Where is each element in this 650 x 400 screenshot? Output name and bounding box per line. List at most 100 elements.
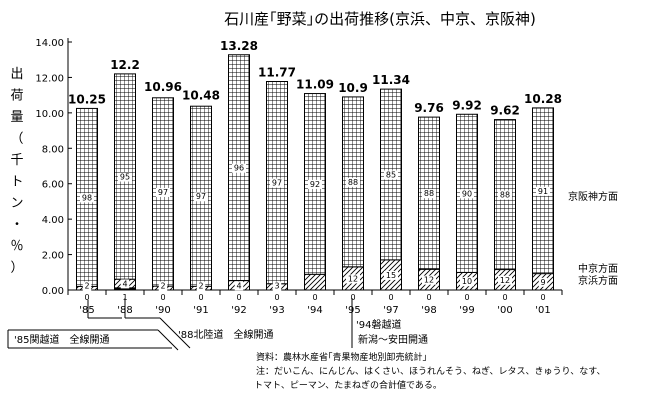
bars: 98 2 0 10.25 95 4 1 12.2 97 2 0 10.96 97 2 0 10.48 96 4 0 1… <box>68 39 562 302</box>
percent-label: 97 <box>158 188 168 197</box>
percent-label-bg <box>232 163 246 173</box>
percent-label: 2 <box>84 282 89 291</box>
percent-label: 12 <box>348 274 358 283</box>
bar-stack: 95 4 1 12.2 <box>110 58 140 302</box>
percent-label-bg <box>270 178 284 188</box>
y-tick-label: 10.00 <box>35 109 64 120</box>
legend-item-keihin: 京浜方面 <box>578 274 618 287</box>
y-tick-label: 8.00 <box>42 144 64 155</box>
percent-label: 90 <box>462 189 472 198</box>
bar-stack: 88 12 0 9.76 <box>414 101 444 302</box>
x-tick-label: '00 <box>497 305 512 316</box>
event-1994-sub: 新潟～安田開通 <box>358 333 428 346</box>
event-1988: '88北陸道 全線開通 <box>178 328 273 341</box>
total-label: 10.96 <box>144 80 182 94</box>
x-tick-label: '90 <box>155 305 170 316</box>
bar-stack: 98 2 0 10.25 <box>68 92 106 302</box>
x-tick-label: '93 <box>269 305 284 316</box>
x-tick-label: '99 <box>459 305 474 316</box>
percent-label: 85 <box>386 170 396 179</box>
y-axis-label-char: 量 <box>10 110 23 125</box>
x-tick-label: '97 <box>383 305 398 316</box>
percent-label: 96 <box>234 164 244 173</box>
total-label: 10.25 <box>68 92 106 106</box>
y-tick-label: 14.00 <box>35 38 64 49</box>
percent-label: 0 <box>84 293 89 302</box>
percent-label-bg <box>196 281 206 291</box>
percent-label-bg <box>118 172 132 182</box>
x-tick-label: '85 <box>79 305 94 316</box>
percent-label: 9 <box>540 278 545 287</box>
percent-label-bg <box>80 193 94 203</box>
percent-label: 0 <box>350 293 355 302</box>
source-note: 資料：農林水産省｢青果物産地別卸売統計｣ <box>256 351 427 363</box>
percent-label-bg <box>158 281 168 291</box>
bar-stack: 92 0 11.09 <box>296 78 334 302</box>
bar-stack: 97 2 0 10.48 <box>182 88 220 302</box>
percent-label: 2 <box>198 282 203 291</box>
source-notes: 資料：農林水産省｢青果物産地別卸売統計｣ 注：だいこん、にんじん、はくさい、ほうれ… <box>254 351 605 391</box>
percent-label-bg <box>422 189 436 199</box>
percent-label: 88 <box>500 191 510 200</box>
percent-label: 2 <box>160 282 165 291</box>
percent-label: 88 <box>348 178 358 187</box>
percent-label-bg <box>384 170 398 180</box>
y-axis-label: 出荷量 （ 千トン・ ％ ） <box>10 67 23 276</box>
percent-label: 98 <box>82 193 92 202</box>
percent-label: 0 <box>502 293 507 302</box>
percent-label: 97 <box>196 192 206 201</box>
total-label: 9.76 <box>414 101 444 115</box>
percent-label-bg <box>460 277 474 287</box>
total-label: 9.62 <box>490 104 520 118</box>
legend-item-keihanshin: 京阪神方面 <box>568 190 618 203</box>
percent-label: 0 <box>388 293 393 302</box>
percent-label: 91 <box>538 187 548 196</box>
total-label: 11.09 <box>296 78 334 92</box>
y-axis-label-char: 千 <box>10 153 23 168</box>
percent-label-bg <box>120 279 130 289</box>
total-label: 10.28 <box>524 92 562 106</box>
percent-label: 97 <box>272 179 282 188</box>
percent-label: 95 <box>120 173 130 182</box>
y-axis-label-char: ・ <box>10 218 23 233</box>
bar-stack: 91 9 0 10.28 <box>524 92 562 302</box>
footnote: トマト、ピーマン、たまねぎの合計値である。 <box>254 379 442 391</box>
y-tick-label: 2.00 <box>42 251 64 262</box>
percent-label: 0 <box>426 293 431 302</box>
bar-stack: 90 10 0 9.92 <box>452 98 482 302</box>
percent-label-bg <box>194 192 208 202</box>
bar-stack: 97 2 0 10.96 <box>144 80 182 302</box>
y-axis-label-char: ％ <box>10 239 23 254</box>
chart-title: 石川産｢野菜｣の出荷推移(京浜、中京、京阪神) <box>224 10 536 28</box>
percent-label: 92 <box>310 180 320 189</box>
percent-label: 0 <box>160 293 165 302</box>
percent-label-bg <box>346 274 360 284</box>
bar-stack: 97 3 0 11.77 <box>258 66 296 302</box>
total-label: 13.28 <box>220 39 258 53</box>
percent-label: 1 <box>122 293 127 302</box>
event-1994: '94磐越道 <box>356 318 401 331</box>
percent-label: 3 <box>274 282 279 291</box>
total-label: 11.77 <box>258 66 296 80</box>
percent-label-bg <box>272 281 282 291</box>
percent-label-bg <box>498 275 512 285</box>
footnote: 注：だいこん、にんじん、はくさい、ほうれんそう、ねぎ、レタス、きゅうり、なす、 <box>256 365 605 377</box>
percent-label: 0 <box>540 293 545 302</box>
event-line <box>159 317 191 349</box>
percent-label: 0 <box>274 293 279 302</box>
percent-label-bg <box>346 177 360 187</box>
percent-label-bg <box>234 281 244 291</box>
event-1985: '85関越道 全線開通 <box>14 333 109 346</box>
event-line <box>157 329 179 351</box>
total-label: 9.92 <box>452 98 482 112</box>
percent-label: 0 <box>464 293 469 302</box>
legend-item-chukyo: 中京方面 <box>578 262 618 275</box>
percent-label: 0 <box>198 293 203 302</box>
percent-label-bg <box>82 281 92 291</box>
y-tick-label: 6.00 <box>42 180 64 191</box>
percent-label-bg <box>538 277 548 287</box>
percent-label: 12 <box>500 276 510 285</box>
